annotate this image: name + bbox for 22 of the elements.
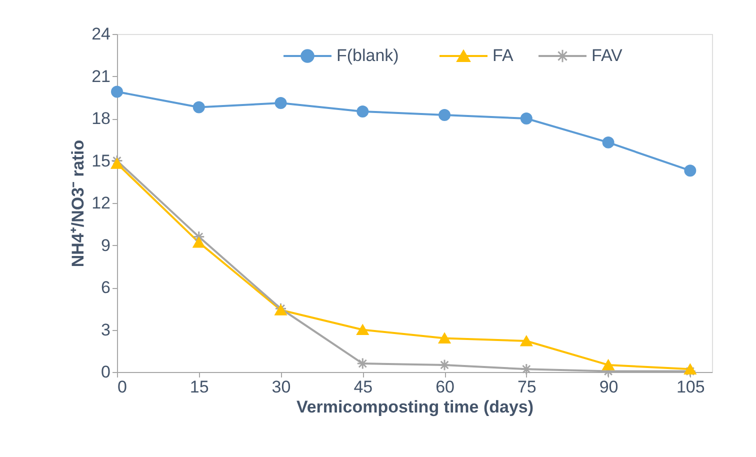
- y-tick-label: 21: [92, 66, 110, 86]
- x-tick-label: 75: [517, 378, 536, 396]
- y-tick-label: 18: [92, 109, 110, 128]
- y-tick-label: 0: [101, 362, 110, 382]
- x-tick-label: 105: [676, 378, 705, 396]
- y-tick-label: 9: [101, 236, 110, 255]
- legend-label: F(blank): [336, 46, 399, 65]
- x-tick-label: 15: [190, 378, 209, 396]
- y-axis-title: NH4⁺/NO3⁻ ratio: [68, 140, 88, 268]
- y-tick-label: 12: [92, 194, 110, 212]
- y-tick-label: 6: [101, 278, 110, 297]
- x-tick-label: 90: [599, 378, 618, 396]
- x-tick-label: 60: [436, 378, 454, 396]
- x-tick-label: 30: [272, 378, 291, 396]
- legend-label: FAV: [592, 46, 624, 65]
- x-tick-label: 45: [354, 378, 373, 396]
- legend-label: FA: [492, 46, 514, 65]
- x-tick-label: 0: [118, 378, 127, 396]
- y-tick-label: 3: [101, 320, 110, 340]
- x-axis-title: Vermicomposting time (days): [296, 398, 534, 416]
- y-tick-label: 15: [92, 151, 110, 170]
- y-tick-label: 24: [92, 24, 110, 44]
